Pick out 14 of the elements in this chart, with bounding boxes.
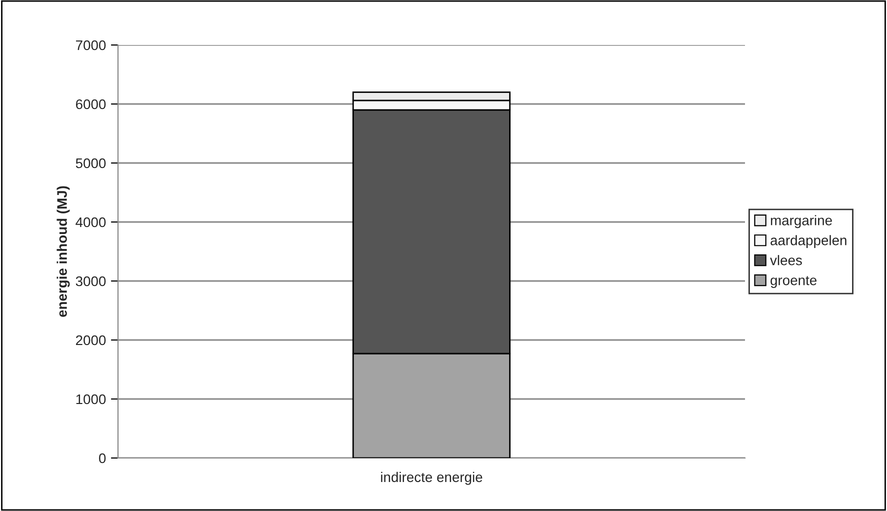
y-tick-label: 3000 — [76, 276, 106, 286]
y-tick-label: 4000 — [76, 217, 106, 228]
y-tick-label: 7000 — [76, 40, 106, 50]
y-tick-label: 0 — [99, 453, 106, 464]
legend-label: groente — [770, 276, 816, 288]
y-axis-title: energie inhoud (MJ) — [56, 186, 70, 317]
y-tick-label: 6000 — [76, 99, 106, 110]
x-tick-label: indirecte energie — [381, 472, 482, 485]
y-tick-label: 5000 — [76, 158, 106, 168]
legend-label: margarine — [770, 215, 832, 228]
legend-label: vlees — [770, 255, 802, 266]
y-tick-label: 1000 — [76, 394, 106, 404]
legend-label: aardappelen — [770, 235, 846, 248]
y-tick-label: 2000 — [76, 335, 106, 346]
